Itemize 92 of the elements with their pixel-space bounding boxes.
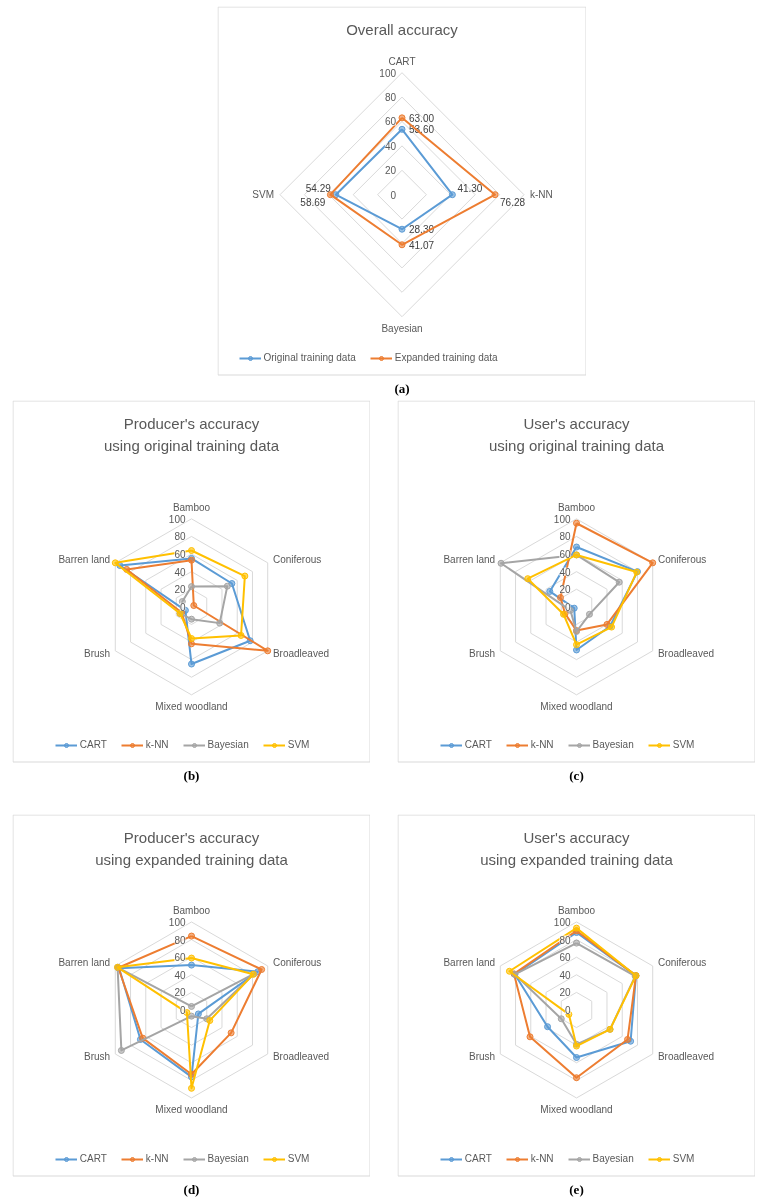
chart-title: Overall accuracy xyxy=(346,20,459,38)
y-tick-label: 100 xyxy=(168,513,186,525)
y-tick-label: 40 xyxy=(174,969,186,981)
legend-label: SVM xyxy=(672,1153,695,1164)
chart-title: User's accuracy using original training data xyxy=(488,414,665,454)
spoke-label: Bayesian xyxy=(381,322,423,334)
y-tick-label: 40 xyxy=(559,566,571,578)
spoke-label: Coniferous xyxy=(657,554,707,566)
legend-label: SVM xyxy=(287,739,310,750)
y-tick-label: 80 xyxy=(384,92,397,104)
legend-label: SVM xyxy=(287,1153,310,1164)
legend-label: CART xyxy=(464,739,492,750)
y-tick-label: 100 xyxy=(553,513,571,525)
data-label: 41.07 xyxy=(409,239,435,251)
y-tick-label: 60 xyxy=(559,549,571,561)
y-tick-label: 80 xyxy=(174,531,186,543)
y-tick-label: 0 xyxy=(564,1004,571,1016)
y-tick-label: 20 xyxy=(384,165,397,177)
y-tick-label: 60 xyxy=(384,116,397,128)
legend-label: CART xyxy=(79,739,107,750)
spoke-label: Broadleaved xyxy=(657,648,715,660)
data-label: 54.29 xyxy=(305,182,332,194)
legend-label: k-NN xyxy=(530,739,554,750)
y-tick-label: 60 xyxy=(174,952,186,964)
y-tick-label: 60 xyxy=(559,952,571,964)
legend-label: k-NN xyxy=(145,1153,169,1164)
legend-label: CART xyxy=(79,1153,107,1164)
y-tick-label: 80 xyxy=(559,531,571,543)
spoke-label: CART xyxy=(388,55,416,67)
spoke-label: Brush xyxy=(468,1051,496,1063)
chart-title: Producer's accuracy using original training data xyxy=(103,414,280,454)
text: (a) xyxy=(394,380,410,396)
y-tick-label: 100 xyxy=(168,916,186,928)
chart-title: User's accuracy using expanded training data xyxy=(480,828,674,868)
text: (b) xyxy=(183,767,200,783)
y-tick-label: 80 xyxy=(174,934,186,946)
text: (e) xyxy=(569,1181,584,1197)
spoke-label: Bamboo xyxy=(557,904,596,916)
y-tick-label: 20 xyxy=(559,987,571,999)
text: (d) xyxy=(183,1181,200,1197)
spoke-label: Broadleaved xyxy=(272,648,330,660)
spoke-label: Barren land xyxy=(443,957,496,969)
legend-label: Bayesian xyxy=(592,1153,634,1164)
y-tick-label: 40 xyxy=(174,566,186,578)
y-tick-label: 0 xyxy=(564,601,571,613)
legend-label: Bayesian xyxy=(207,739,249,750)
data-label: 76.28 xyxy=(500,196,526,208)
y-tick-label: 0 xyxy=(390,189,397,201)
y-tick-label: 80 xyxy=(559,934,571,946)
legend-label: k-NN xyxy=(145,739,169,750)
legend-label: Expanded training data xyxy=(394,352,498,363)
spoke-label: Brush xyxy=(83,648,111,660)
spoke-label: Mixed woodland xyxy=(540,700,613,712)
legend-label: Original training data xyxy=(263,352,356,363)
spoke-label: Broadleaved xyxy=(657,1051,715,1063)
y-tick-label: 40 xyxy=(559,969,571,981)
text: (c) xyxy=(569,767,584,783)
y-tick-label: 0 xyxy=(179,601,186,613)
data-label: 58.69 xyxy=(300,196,326,208)
data-label: 41.30 xyxy=(457,182,483,194)
spoke-label: Mixed woodland xyxy=(155,700,228,712)
y-tick-label: 0 xyxy=(179,1004,186,1016)
y-tick-label: 20 xyxy=(174,987,186,999)
spoke-label: Bamboo xyxy=(172,904,211,916)
spoke-label: Mixed woodland xyxy=(540,1103,613,1115)
spoke-label: Mixed woodland xyxy=(155,1103,228,1115)
spoke-label: Bamboo xyxy=(172,501,211,513)
spoke-label: Barren land xyxy=(58,957,111,969)
y-tick-label: 40 xyxy=(384,140,397,152)
chart-title: Producer's accuracy using expanded training data xyxy=(95,828,289,868)
spoke-label: Barren land xyxy=(443,554,496,566)
y-tick-label: 20 xyxy=(559,584,571,596)
data-label: 63.00 xyxy=(409,112,435,124)
spoke-label: Coniferous xyxy=(272,957,322,969)
y-tick-label: 20 xyxy=(174,584,186,596)
y-tick-label: 100 xyxy=(379,67,397,79)
legend-label: CART xyxy=(464,1153,492,1164)
legend-label: Bayesian xyxy=(592,739,634,750)
legend-label: SVM xyxy=(672,739,695,750)
legend-label: k-NN xyxy=(530,1153,554,1164)
spoke-label: Brush xyxy=(83,1051,111,1063)
legend-label: Bayesian xyxy=(207,1153,249,1164)
spoke-label: Broadleaved xyxy=(272,1051,330,1063)
spoke-label: Brush xyxy=(468,648,496,660)
y-tick-label: 60 xyxy=(174,549,186,561)
y-tick-label: 100 xyxy=(553,916,571,928)
spoke-label: Bamboo xyxy=(557,501,596,513)
spoke-label: SVM xyxy=(252,189,274,201)
spoke-label: Coniferous xyxy=(657,957,707,969)
spoke-label: Coniferous xyxy=(272,554,322,566)
spoke-label: Barren land xyxy=(58,554,111,566)
spoke-label: k-NN xyxy=(530,189,553,201)
